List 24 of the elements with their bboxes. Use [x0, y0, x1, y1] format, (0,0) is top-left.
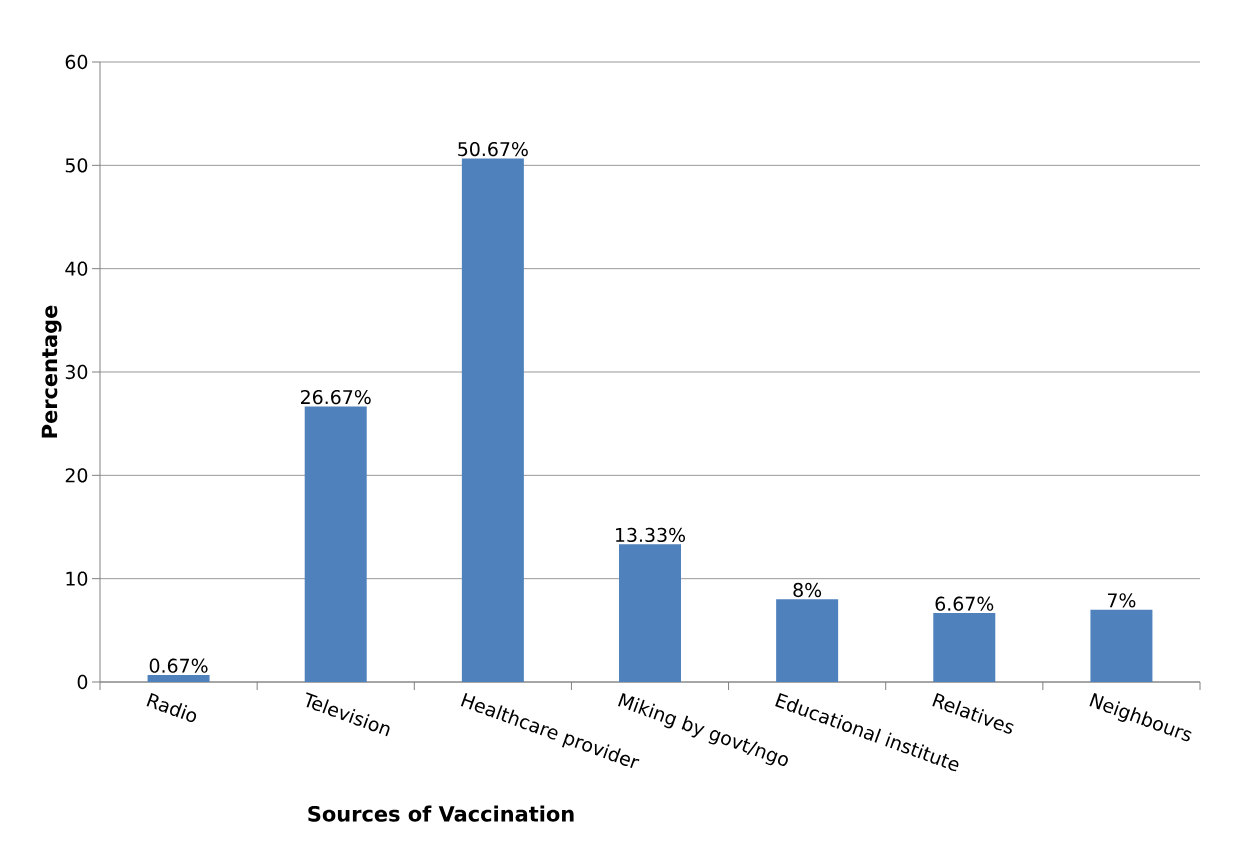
data-label: 8%	[793, 582, 822, 598]
bar	[461, 158, 524, 682]
data-label: 0.67%	[149, 658, 208, 673]
y-tick-label: 40	[65, 261, 88, 276]
bar	[304, 406, 367, 682]
data-label: 13.33%	[615, 527, 686, 543]
y-tick-label: 10	[66, 571, 88, 586]
data-label: 26.67%	[301, 389, 371, 405]
y-tick-label: 60	[65, 54, 88, 70]
x-axis-title: Sources of Vaccination	[308, 805, 574, 822]
y-tick-label: 20	[65, 468, 88, 483]
y-tick-label: 0	[77, 674, 88, 690]
data-label: 50.67%	[458, 141, 528, 157]
data-label: 6.67%	[935, 596, 994, 611]
bar	[933, 613, 996, 682]
y-axis-title: Percentage	[41, 305, 62, 438]
bar	[776, 599, 839, 682]
bar	[619, 544, 681, 682]
y-tick-label: 50	[65, 158, 88, 173]
x-tick-label: Radio	[146, 692, 197, 723]
data-label: 7%	[1107, 593, 1136, 608]
bar	[1090, 609, 1153, 682]
bar	[147, 675, 210, 682]
y-tick-label: 30	[65, 364, 88, 380]
